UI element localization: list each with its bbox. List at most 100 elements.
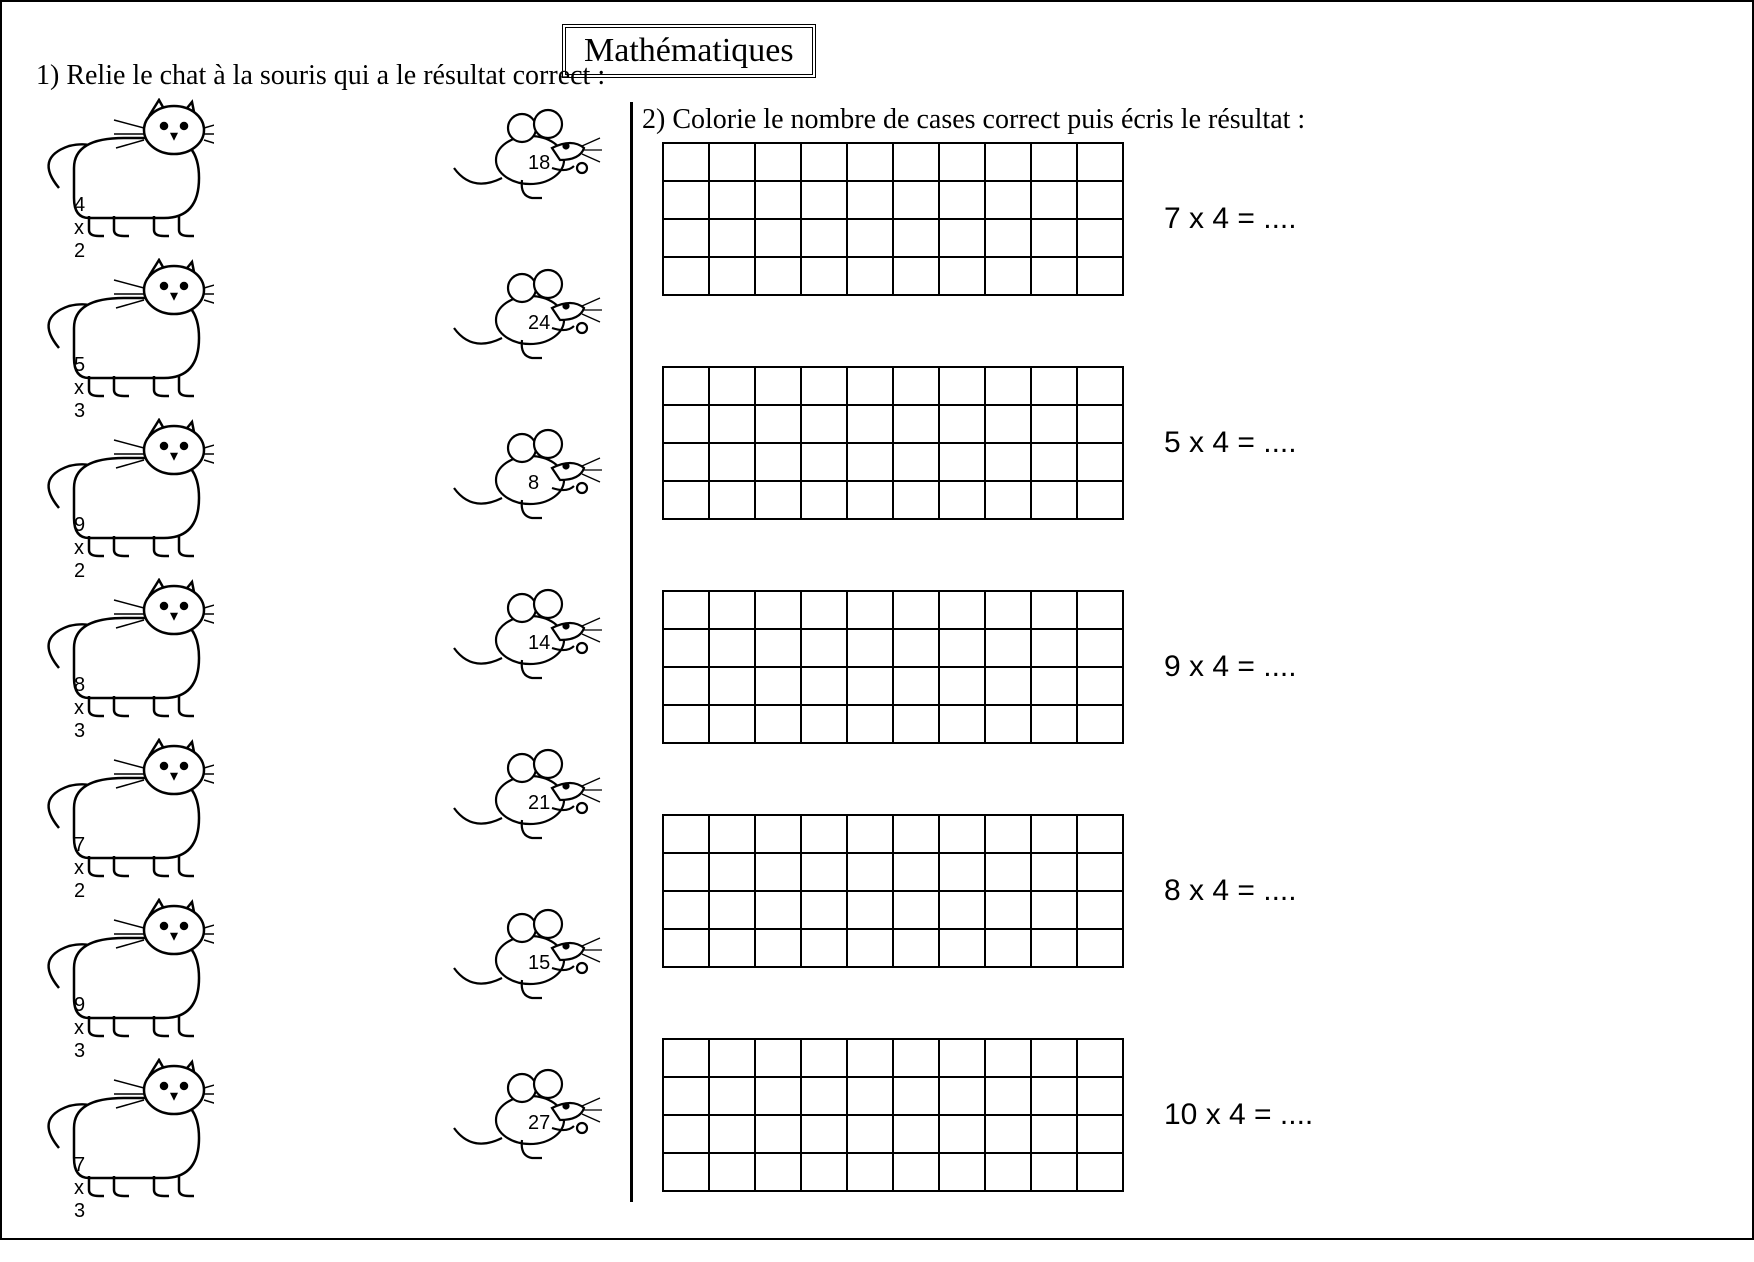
grid-cell[interactable] (1031, 481, 1077, 519)
grid-cell[interactable] (801, 1153, 847, 1191)
grid-cell[interactable] (847, 1115, 893, 1153)
grid-cell[interactable] (755, 1039, 801, 1077)
grid-cell[interactable] (755, 181, 801, 219)
grid-cell[interactable] (801, 853, 847, 891)
grid-cell[interactable] (1031, 1115, 1077, 1153)
grid-cell[interactable] (893, 929, 939, 967)
grid-cell[interactable] (985, 929, 1031, 967)
grid-cell[interactable] (801, 219, 847, 257)
grid-cell[interactable] (755, 815, 801, 853)
grid-cell[interactable] (1031, 815, 1077, 853)
grid-cell[interactable] (801, 667, 847, 705)
grid-cell[interactable] (939, 481, 985, 519)
grid-cell[interactable] (939, 181, 985, 219)
grid-cell[interactable] (1031, 591, 1077, 629)
grid-cell[interactable] (1031, 1039, 1077, 1077)
grid-cell[interactable] (755, 853, 801, 891)
grid-cell[interactable] (1031, 667, 1077, 705)
grid-cell[interactable] (755, 481, 801, 519)
grid-cell[interactable] (1031, 367, 1077, 405)
grid-cell[interactable] (709, 853, 755, 891)
grid-cell[interactable] (709, 405, 755, 443)
grid-cell[interactable] (893, 705, 939, 743)
grid-cell[interactable] (939, 891, 985, 929)
grid-cell[interactable] (755, 367, 801, 405)
grid-cell[interactable] (939, 1077, 985, 1115)
grid-cell[interactable] (893, 143, 939, 181)
coloring-grid[interactable] (662, 814, 1124, 968)
grid-cell[interactable] (939, 853, 985, 891)
grid-cell[interactable] (893, 443, 939, 481)
grid-cell[interactable] (985, 481, 1031, 519)
grid-cell[interactable] (1031, 443, 1077, 481)
grid-cell[interactable] (1031, 257, 1077, 295)
grid-cell[interactable] (1031, 629, 1077, 667)
grid-cell[interactable] (893, 1153, 939, 1191)
grid-cell[interactable] (663, 481, 709, 519)
grid-cell[interactable] (663, 891, 709, 929)
grid-cell[interactable] (709, 481, 755, 519)
grid-cell[interactable] (709, 367, 755, 405)
grid-cell[interactable] (1031, 929, 1077, 967)
grid-cell[interactable] (939, 1115, 985, 1153)
grid-cell[interactable] (1077, 815, 1123, 853)
grid-cell[interactable] (663, 1039, 709, 1077)
grid-cell[interactable] (801, 367, 847, 405)
grid-cell[interactable] (709, 891, 755, 929)
grid-cell[interactable] (663, 143, 709, 181)
grid-cell[interactable] (755, 667, 801, 705)
grid-cell[interactable] (709, 1077, 755, 1115)
grid-cell[interactable] (847, 443, 893, 481)
grid-cell[interactable] (939, 219, 985, 257)
grid-cell[interactable] (755, 143, 801, 181)
grid-cell[interactable] (939, 1153, 985, 1191)
grid-cell[interactable] (1077, 143, 1123, 181)
grid-cell[interactable] (893, 481, 939, 519)
grid-cell[interactable] (755, 219, 801, 257)
grid-cell[interactable] (939, 1039, 985, 1077)
grid-cell[interactable] (1031, 705, 1077, 743)
grid-cell[interactable] (755, 443, 801, 481)
grid-cell[interactable] (985, 1153, 1031, 1191)
grid-cell[interactable] (985, 257, 1031, 295)
grid-cell[interactable] (1077, 1077, 1123, 1115)
grid-cell[interactable] (801, 405, 847, 443)
grid-cell[interactable] (709, 257, 755, 295)
grid-cell[interactable] (1031, 1077, 1077, 1115)
grid-cell[interactable] (893, 1115, 939, 1153)
grid-cell[interactable] (985, 629, 1031, 667)
grid-cell[interactable] (663, 443, 709, 481)
grid-cell[interactable] (985, 891, 1031, 929)
grid-cell[interactable] (801, 591, 847, 629)
grid-cell[interactable] (1077, 1115, 1123, 1153)
grid-cell[interactable] (801, 443, 847, 481)
grid-cell[interactable] (755, 891, 801, 929)
grid-cell[interactable] (801, 481, 847, 519)
grid-cell[interactable] (847, 667, 893, 705)
grid-cell[interactable] (801, 891, 847, 929)
grid-cell[interactable] (893, 257, 939, 295)
grid-cell[interactable] (847, 181, 893, 219)
grid-cell[interactable] (709, 443, 755, 481)
grid-cell[interactable] (847, 405, 893, 443)
grid-cell[interactable] (1031, 891, 1077, 929)
grid-cell[interactable] (1031, 1153, 1077, 1191)
grid-cell[interactable] (663, 629, 709, 667)
grid-cell[interactable] (755, 591, 801, 629)
grid-cell[interactable] (801, 929, 847, 967)
grid-cell[interactable] (985, 853, 1031, 891)
grid-cell[interactable] (801, 815, 847, 853)
grid-cell[interactable] (663, 1153, 709, 1191)
grid-cell[interactable] (847, 853, 893, 891)
grid-cell[interactable] (1031, 405, 1077, 443)
grid-cell[interactable] (1077, 443, 1123, 481)
grid-cell[interactable] (1077, 181, 1123, 219)
grid-cell[interactable] (847, 929, 893, 967)
grid-cell[interactable] (847, 815, 893, 853)
grid-cell[interactable] (1031, 853, 1077, 891)
grid-cell[interactable] (985, 815, 1031, 853)
grid-cell[interactable] (1077, 667, 1123, 705)
grid-cell[interactable] (755, 629, 801, 667)
grid-cell[interactable] (939, 667, 985, 705)
grid-cell[interactable] (939, 929, 985, 967)
